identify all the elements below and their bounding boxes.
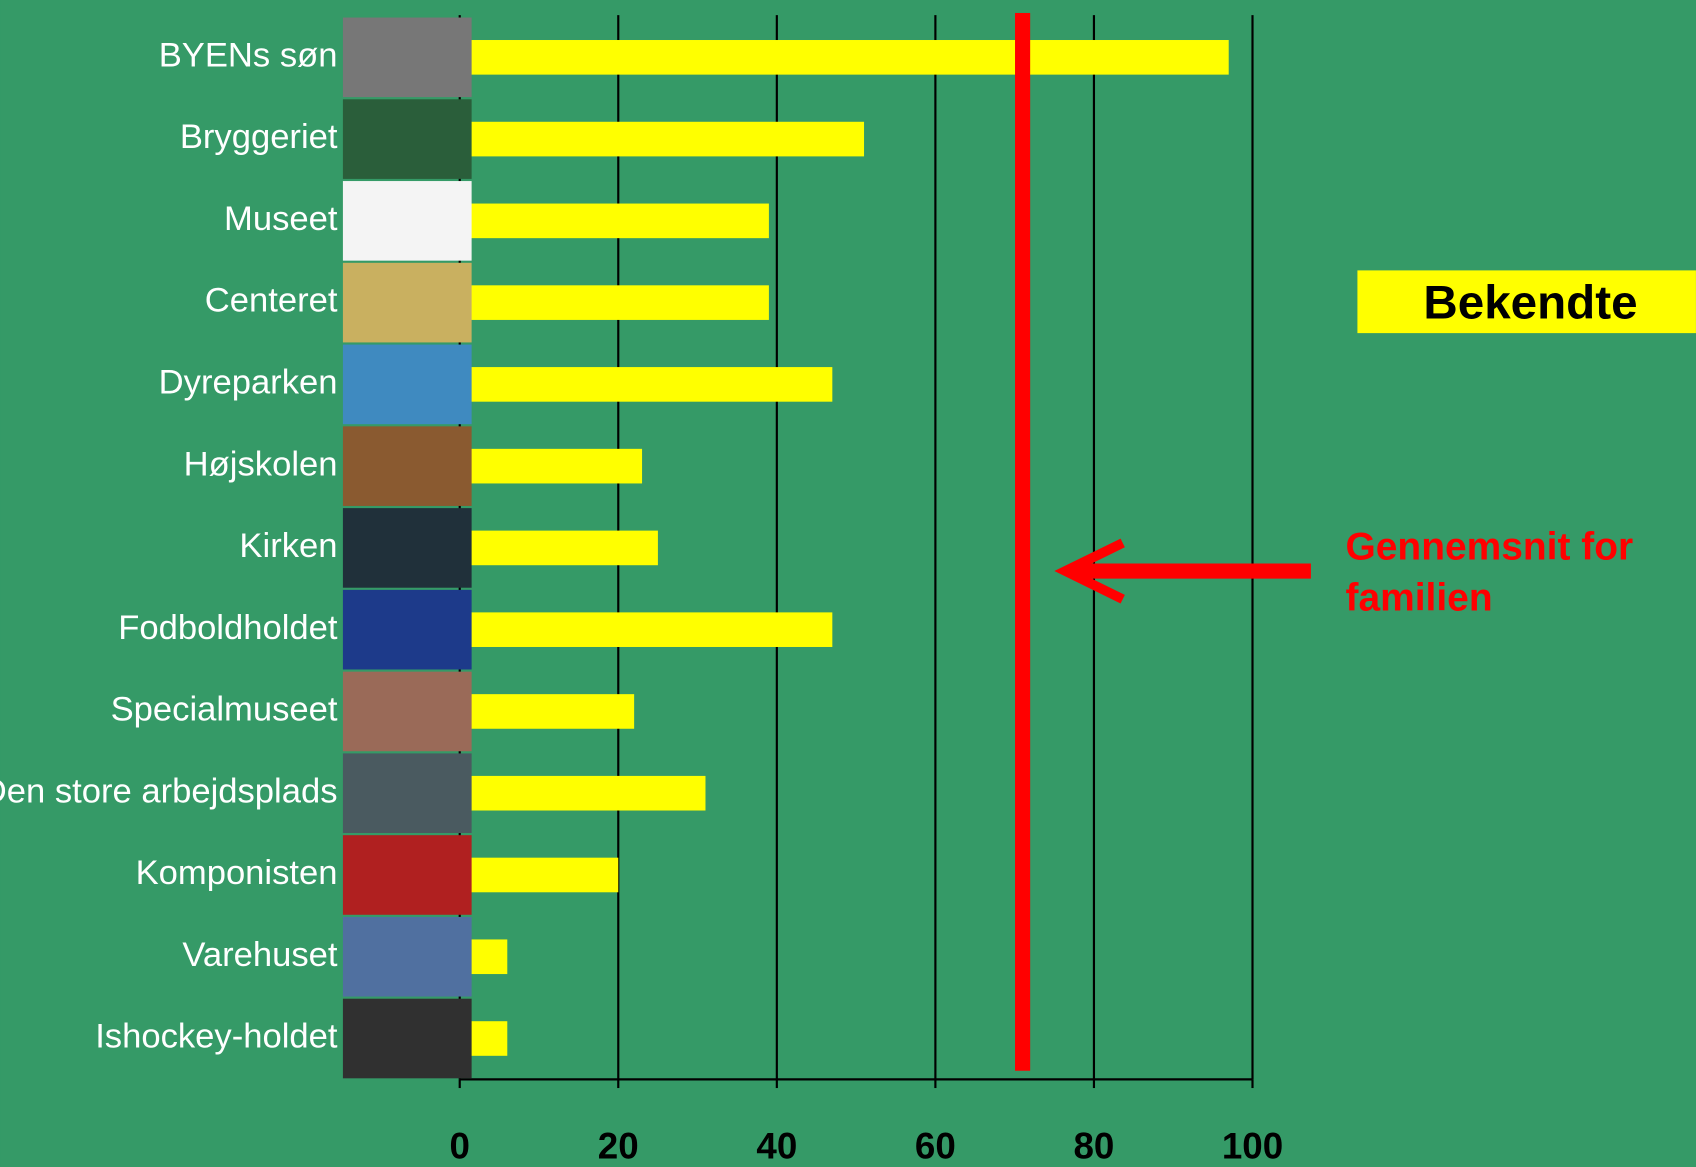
- bar: [459, 203, 769, 239]
- category-image: [342, 262, 472, 343]
- bar: [459, 612, 833, 647]
- category-image: [342, 916, 472, 997]
- average-line: [1015, 12, 1031, 1071]
- category-image: [342, 17, 472, 98]
- bar: [459, 448, 643, 484]
- bar: [459, 694, 635, 729]
- category-image: [342, 835, 472, 915]
- y-tick-label: Centeret: [205, 282, 338, 320]
- y-tick-label: Fodboldholdet: [118, 609, 338, 647]
- label-box-text: Bekendte: [1423, 277, 1637, 330]
- x-tick-label: 80: [1073, 1125, 1114, 1166]
- category-image: [342, 671, 472, 752]
- y-tick-label: Den store arbejdsplads: [0, 772, 338, 810]
- category-image: [342, 753, 472, 834]
- bar: [459, 530, 658, 566]
- x-tick-label: 0: [449, 1125, 469, 1166]
- bar: [459, 857, 619, 893]
- bar: [459, 367, 833, 402]
- bar: [459, 40, 1229, 75]
- arrow-head: [1054, 538, 1125, 604]
- category-image: [342, 508, 472, 588]
- y-tick-label: Specialmuseet: [111, 691, 338, 729]
- annotation: familien: [1346, 577, 1493, 620]
- bar: [459, 285, 769, 320]
- category-image: [342, 99, 472, 179]
- category-image: [342, 344, 472, 425]
- y-tick-label: Bryggeriet: [180, 118, 338, 156]
- x-tick-label: 60: [915, 1125, 956, 1166]
- y-tick-label: Museet: [224, 200, 338, 238]
- category-image: [342, 589, 472, 670]
- label-box: [1357, 270, 1696, 334]
- y-tick-label: BYENs søn: [159, 36, 338, 74]
- annotation: Gennemsnit for: [1346, 526, 1634, 569]
- y-tick-label: Varehuset: [182, 936, 338, 974]
- x-tick-label: 20: [598, 1125, 639, 1166]
- x-tick-label: 100: [1222, 1125, 1283, 1166]
- category-image: [342, 426, 472, 506]
- y-tick-label: Ishockey-holdet: [95, 1018, 338, 1056]
- y-tick-label: Kirken: [239, 527, 337, 565]
- y-tick-label: Højskolen: [184, 445, 338, 483]
- bar: [459, 775, 706, 811]
- category-image: [342, 181, 472, 261]
- category-image: [342, 998, 472, 1079]
- bar: [459, 121, 865, 157]
- x-tick-label: 40: [756, 1125, 797, 1166]
- y-tick-label: Komponisten: [136, 854, 338, 892]
- y-tick-label: Dyreparken: [159, 364, 338, 402]
